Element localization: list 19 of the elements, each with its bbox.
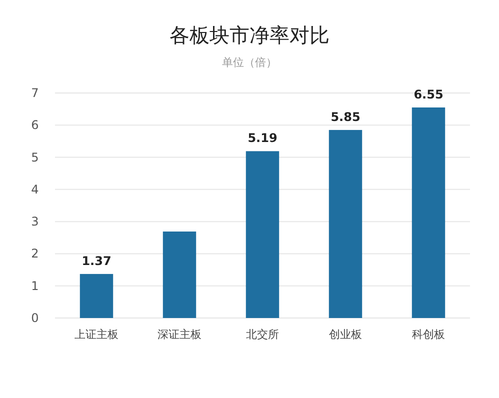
xtick: 科创板 bbox=[412, 328, 445, 341]
xtick: 深证主板 bbox=[158, 328, 202, 341]
ytick: 0 bbox=[31, 311, 39, 325]
ytick: 3 bbox=[31, 214, 39, 229]
xtick: 创业板 bbox=[329, 328, 362, 341]
ytick: 6 bbox=[31, 118, 39, 132]
ytick: 4 bbox=[31, 182, 39, 196]
xtick: 北交所 bbox=[246, 328, 279, 341]
value-label: 5.85 bbox=[330, 110, 360, 124]
subtitle: 单位（倍） bbox=[222, 56, 277, 69]
ytick: 1 bbox=[31, 278, 39, 293]
value-label: 1.37 bbox=[82, 254, 112, 268]
xtick: 上证主板 bbox=[74, 328, 118, 341]
ytick: 5 bbox=[31, 150, 39, 164]
ytick: 7 bbox=[31, 86, 39, 100]
title: 各板块市净率对比 bbox=[170, 23, 330, 47]
ytick: 2 bbox=[31, 246, 39, 261]
value-label: 6.55 bbox=[414, 87, 444, 102]
value-label: 5.19 bbox=[248, 131, 278, 146]
